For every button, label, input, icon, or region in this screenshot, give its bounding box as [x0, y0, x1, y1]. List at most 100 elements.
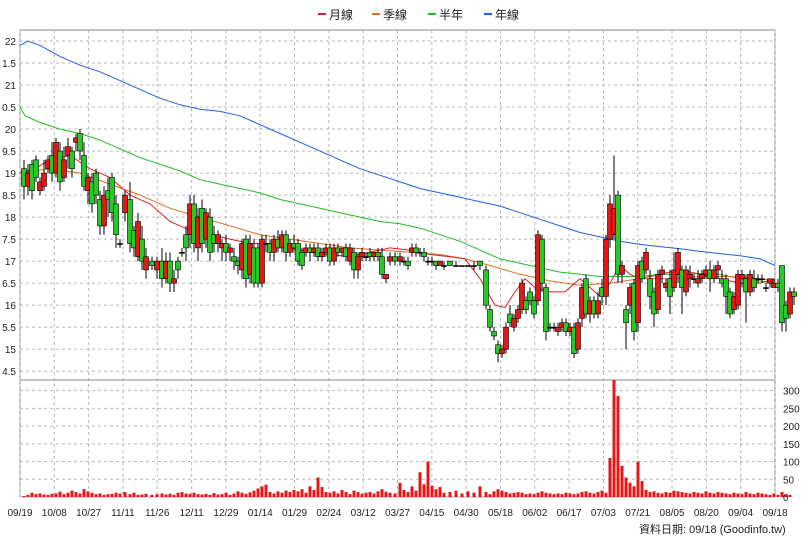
- volume-bar: [38, 493, 42, 497]
- volume-bar: [74, 492, 78, 497]
- y-tick-label: 20: [5, 125, 17, 136]
- volume-bar: [632, 486, 636, 497]
- volume-bar: [478, 486, 482, 497]
- candle-body: [127, 199, 133, 244]
- candle-body: [143, 256, 149, 271]
- volume-bar: [160, 493, 164, 497]
- legend-label: 年線: [495, 7, 519, 22]
- volume-bar: [324, 492, 328, 497]
- candle-body: [527, 291, 533, 302]
- volume-bar: [132, 492, 136, 497]
- volume-bar: [42, 494, 46, 497]
- candle-body: [615, 194, 621, 275]
- volume-bar: [720, 492, 724, 497]
- volume-bar: [572, 494, 576, 497]
- volume-bar: [384, 491, 388, 497]
- volume-bar: [176, 492, 180, 497]
- volume-bar: [556, 493, 560, 497]
- volume-bar: [58, 491, 62, 497]
- volume-bar: [528, 493, 532, 497]
- candle-body: [101, 194, 107, 227]
- volume-bar: [192, 492, 196, 497]
- volume-bar: [352, 490, 356, 497]
- candle-body: [699, 274, 705, 280]
- legend-label: 半年: [439, 8, 463, 22]
- volume-bar: [776, 494, 780, 497]
- x-tick-label: 06/02: [522, 508, 547, 519]
- candle-body: [671, 269, 677, 288]
- volume-bar: [62, 494, 66, 497]
- volume-bar: [668, 492, 672, 497]
- candle-body: [175, 260, 181, 271]
- candle-body: [491, 331, 497, 337]
- candle-body: [41, 172, 47, 187]
- candle-body: [392, 256, 398, 262]
- volume-bar: [466, 491, 470, 497]
- volume-bar: [216, 494, 220, 497]
- x-tick-label: 10/27: [76, 508, 101, 519]
- volume-bar: [460, 493, 464, 497]
- volume-bar: [672, 490, 676, 497]
- volume-bar: [588, 492, 592, 497]
- volume-bar: [544, 492, 548, 497]
- y-tick-label: 18: [5, 213, 17, 224]
- x-tick-label: 01/14: [248, 508, 273, 519]
- volume-bar: [180, 492, 184, 497]
- candle-body: [723, 278, 729, 297]
- candle-body: [539, 238, 545, 284]
- candle-body: [595, 300, 601, 315]
- volume-bar: [760, 493, 764, 497]
- volume-bar: [236, 491, 240, 497]
- candle-body: [413, 247, 419, 253]
- y-tick-label: 8.5: [2, 191, 16, 202]
- volume-bar: [86, 491, 90, 497]
- volume-bar: [372, 493, 376, 497]
- volume-bar: [496, 489, 500, 497]
- candle-body: [77, 133, 83, 152]
- volume-bar: [304, 492, 308, 497]
- candle-body: [459, 265, 465, 267]
- volume-bar: [784, 494, 788, 497]
- volume-bar: [564, 492, 568, 497]
- volume-bar: [600, 490, 604, 497]
- y-tick-label: 5.5: [2, 323, 16, 334]
- volume-bar: [123, 492, 127, 497]
- candle-body: [139, 238, 145, 262]
- volume-bar: [472, 492, 476, 497]
- volume-bar: [296, 491, 300, 497]
- x-tick-label: 09/19: [7, 508, 32, 519]
- volume-bar: [312, 489, 316, 497]
- volume-bar: [114, 492, 118, 497]
- volume-bar: [388, 492, 392, 497]
- volume-bar: [716, 492, 720, 497]
- x-tick-label: 12/29: [213, 508, 238, 519]
- candle-body: [531, 300, 537, 315]
- candle-body: [109, 177, 115, 214]
- volume-bar: [648, 492, 652, 497]
- y-tick-label: 4.5: [2, 367, 16, 378]
- candle-body: [453, 265, 459, 267]
- volume-bar: [560, 494, 564, 497]
- candle-body: [555, 326, 561, 332]
- ma-year-line: [19, 40, 776, 266]
- y-tick-label: 1.5: [2, 59, 16, 70]
- volume-tick-label: 200: [783, 422, 800, 433]
- volume-bar: [368, 492, 372, 497]
- volume-bar: [744, 492, 748, 497]
- volume-bar: [276, 491, 280, 497]
- volume-bar: [512, 492, 516, 497]
- y-tick-label: 19: [5, 169, 17, 180]
- x-tick-label: 07/21: [625, 508, 650, 519]
- y-tick-label: 9.5: [2, 147, 16, 158]
- candle-body: [319, 252, 325, 258]
- x-tick-label: 07/03: [591, 508, 616, 519]
- candle-body: [259, 238, 265, 284]
- volume-bar: [292, 489, 296, 497]
- x-tick-label: 04/15: [419, 508, 444, 519]
- volume-bar: [442, 492, 446, 497]
- volume-bar: [454, 490, 458, 497]
- volume-bar: [144, 493, 148, 497]
- volume-bar: [536, 492, 540, 497]
- candle-body: [791, 291, 797, 297]
- candle-body: [477, 260, 483, 266]
